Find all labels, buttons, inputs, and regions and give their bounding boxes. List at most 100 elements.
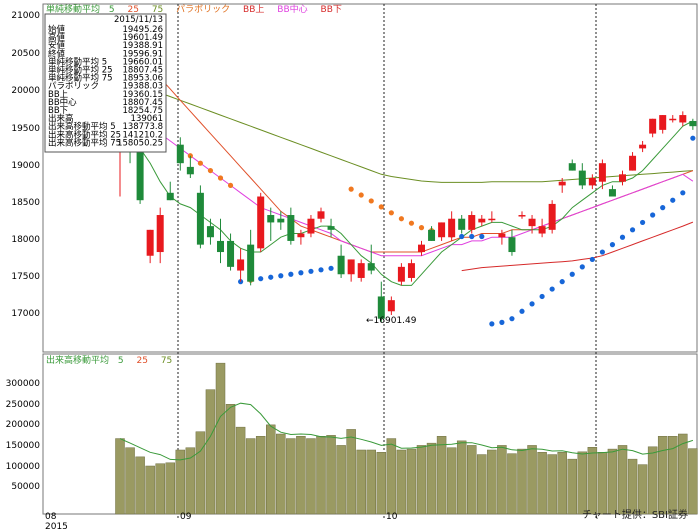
volume-bar — [617, 445, 628, 515]
parabolic-dot — [509, 316, 515, 322]
parabolic-dot — [559, 279, 565, 285]
volume-bar — [125, 447, 135, 515]
volume-bar — [627, 458, 638, 515]
parabolic-dot — [268, 274, 274, 280]
volume-tick: 150000 — [6, 441, 41, 451]
volume-bar — [668, 436, 678, 515]
info-value: 139061 — [131, 114, 163, 124]
candle-body — [468, 215, 476, 230]
parabolic-dot — [298, 270, 304, 276]
parabolic-dot — [227, 182, 234, 189]
price-tick: 17000 — [11, 309, 40, 319]
parabolic-dot — [459, 233, 465, 240]
candle-body — [407, 263, 415, 278]
price-tick: 17500 — [11, 272, 40, 282]
parabolic-dot — [589, 256, 595, 263]
x-label-year: 2015 — [45, 522, 68, 532]
volume-bar — [547, 454, 557, 515]
volume-bar — [376, 452, 387, 515]
price-tick: 18000 — [11, 235, 40, 245]
candle-body — [488, 218, 496, 221]
volume-tick: 50000 — [11, 482, 40, 492]
info-value: 18953.06 — [122, 74, 163, 84]
parabolic-dot — [258, 276, 264, 282]
volume-bar — [255, 436, 266, 515]
info-label: 高値 — [48, 32, 66, 43]
parabolic-dot — [348, 186, 354, 192]
volume-bar — [587, 447, 598, 515]
volume-bar — [245, 438, 256, 515]
parabolic-dot — [479, 233, 485, 240]
candle-body — [327, 226, 335, 230]
candle-body — [458, 218, 466, 230]
volume-bar — [145, 465, 155, 515]
parabolic-dot — [569, 271, 575, 277]
candle-body — [387, 300, 395, 312]
candle-body — [629, 155, 637, 171]
info-value: 19360.15 — [122, 90, 163, 100]
info-value: 19601.49 — [122, 33, 163, 43]
x-label-08: 08 — [45, 512, 57, 522]
volume-bar — [175, 449, 186, 515]
legend-sma-label: 単純移動平均 — [46, 3, 100, 15]
candle-body — [247, 244, 255, 282]
candle-body — [397, 266, 405, 282]
candle-body — [639, 144, 647, 149]
legend-bb-center: BB中心 — [277, 3, 307, 15]
legend-sma5: 5 — [109, 5, 115, 15]
info-label: パラボリック — [48, 82, 99, 92]
parabolic-dot — [308, 268, 314, 274]
parabolic-dot — [650, 212, 656, 218]
parabolic-dot — [690, 135, 696, 141]
parabolic-dot — [670, 197, 676, 203]
sma75-line — [119, 77, 693, 183]
volume-bar — [416, 445, 427, 515]
candle-body — [277, 218, 285, 223]
candle-body — [166, 192, 174, 201]
volume-bar — [467, 445, 477, 515]
candle-body — [649, 118, 657, 134]
parabolic-dot — [418, 225, 425, 231]
x-axis: 08 2015 09 10 — [45, 512, 398, 532]
parabolic-dot — [640, 219, 646, 226]
info-value: 19596.91 — [122, 49, 163, 59]
volume-bar — [286, 438, 296, 515]
candle-body — [568, 163, 576, 171]
parabolic-dot — [408, 220, 415, 226]
parabolic-dot — [388, 210, 394, 216]
candle-body — [237, 259, 245, 271]
info-value: 158050.25 — [117, 138, 163, 148]
volume-ma5-line — [119, 402, 694, 461]
candle-body — [528, 218, 536, 227]
info-label: 単純移動平均 75 — [48, 73, 113, 84]
volume-bar — [446, 447, 457, 515]
candle-body — [548, 203, 556, 230]
legend-vol-ma25: 25 — [137, 356, 148, 366]
volume-bar — [215, 362, 226, 515]
legend-bb-upper: BB上 — [243, 4, 264, 15]
candle-body — [367, 263, 375, 271]
volume-bar — [487, 449, 497, 515]
candle-body — [146, 229, 154, 256]
candle-body — [136, 144, 144, 201]
candle-body — [518, 215, 526, 217]
candle-body — [297, 233, 305, 238]
ohlc-info-box: 2015/11/13 始値 19495.26 高値 19601.49 安値 19388.9… — [44, 13, 167, 153]
x-label-09: 09 — [180, 512, 192, 522]
parabolic-dot — [519, 308, 525, 314]
volume-bar — [678, 433, 688, 515]
volume-bar — [647, 446, 658, 515]
info-label: 出来高移動平均 25 — [48, 129, 121, 140]
volume-bar — [296, 436, 306, 515]
parabolic-dot — [579, 264, 585, 270]
info-value: 18254.75 — [122, 106, 163, 116]
candle-body — [337, 255, 345, 275]
parabolic-dot — [217, 175, 224, 181]
price-tick: 18500 — [11, 198, 40, 208]
parabolic-dot — [609, 242, 616, 248]
info-label: 単純移動平均 5 — [48, 56, 107, 67]
legend-bb-lower: BB下 — [321, 5, 342, 15]
legend-vol-ma75: 75 — [161, 356, 172, 366]
candle-body — [659, 115, 667, 130]
info-label: BB中心 — [48, 97, 77, 108]
